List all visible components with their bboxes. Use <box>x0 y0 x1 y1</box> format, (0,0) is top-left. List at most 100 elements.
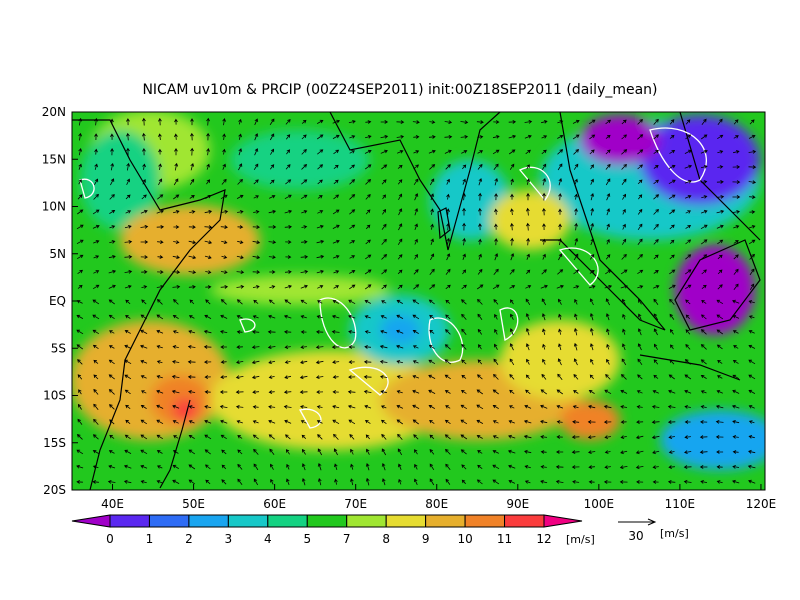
lon-label: 80E <box>425 497 448 511</box>
wind-arrow <box>173 299 179 305</box>
wind-arrow <box>732 359 739 364</box>
wind-arrow <box>461 464 467 470</box>
wind-arrow <box>414 208 419 216</box>
colorbar-label: 4 <box>264 532 272 546</box>
wind-arrow <box>156 314 164 320</box>
wind-arrow <box>525 149 531 155</box>
wind-arrow <box>93 359 99 364</box>
wind-arrow <box>253 478 259 486</box>
wind-arrow <box>398 208 403 216</box>
wind-arrow <box>333 448 338 456</box>
wind-arrow <box>555 450 564 454</box>
wind-arrow <box>590 178 594 185</box>
wind-arrow <box>331 345 340 349</box>
wind-arrow <box>236 315 243 319</box>
wind-arrow <box>684 389 692 394</box>
wind-arrow <box>317 448 323 456</box>
wind-arrow <box>156 465 163 469</box>
wind-arrow <box>172 255 180 259</box>
wind-arrow <box>124 449 132 454</box>
wind-arrow <box>717 118 723 125</box>
wind-arrow <box>221 255 228 259</box>
wind-arrow <box>557 269 564 275</box>
wind-arrow <box>187 345 196 349</box>
coastlines <box>72 112 761 490</box>
wind-arrow <box>525 327 530 336</box>
wind-arrow <box>446 208 450 216</box>
wind-arrow <box>220 209 229 214</box>
wind-arrow <box>445 284 451 290</box>
reference-arrow-head <box>647 518 657 526</box>
wind-field <box>72 112 765 490</box>
lon-label: 60E <box>263 497 286 511</box>
wind-arrow <box>204 419 212 424</box>
wind-arrow <box>334 463 338 471</box>
wind-arrow <box>284 225 292 229</box>
wind-arrow <box>92 284 100 290</box>
wind-arrow <box>236 255 244 260</box>
wind-arrow <box>462 178 466 185</box>
wind-arrow <box>637 285 644 289</box>
wind-arrow <box>572 480 580 484</box>
wind-arrow <box>541 135 548 139</box>
wind-arrow <box>348 299 356 305</box>
colorbar-label: 11 <box>497 532 512 546</box>
wind-arrow <box>540 404 548 409</box>
wind-arrow <box>236 284 245 289</box>
wind-arrow <box>748 344 756 349</box>
wind-arrow <box>92 480 99 484</box>
wind-arrow <box>92 434 99 440</box>
wind-arrow <box>238 133 242 140</box>
wind-arrow <box>172 345 179 349</box>
wind-arrow <box>317 285 324 289</box>
wind-arrow <box>635 465 644 470</box>
wind-arrow <box>605 374 611 380</box>
wind-arrow <box>557 149 564 155</box>
wind-arrow <box>446 193 450 200</box>
wind-arrow <box>206 163 210 170</box>
wind-arrow <box>396 360 404 364</box>
lon-label: 120E <box>746 497 777 511</box>
wind-arrow <box>171 374 180 379</box>
wind-arrow <box>444 120 453 124</box>
wind-arrow <box>398 463 402 470</box>
wind-arrow <box>542 328 546 336</box>
wind-arrow <box>251 375 260 380</box>
wind-arrow <box>251 345 260 349</box>
wind-arrow <box>444 390 451 394</box>
wind-arrow <box>188 225 196 229</box>
wind-arrow <box>653 313 659 321</box>
wind-arrow <box>413 269 419 275</box>
wind-arrow <box>380 375 388 379</box>
wind-arrow <box>572 405 579 409</box>
wind-arrow <box>684 450 692 454</box>
wind-arrow <box>379 359 388 364</box>
wind-arrow <box>684 284 692 290</box>
wind-arrow <box>749 283 755 291</box>
wind-arrow <box>124 389 131 395</box>
wind-arrow <box>238 148 243 156</box>
wind-arrow <box>124 344 132 349</box>
wind-arrow <box>188 390 196 394</box>
wind-arrow <box>651 420 660 424</box>
wind-arrow <box>701 314 707 320</box>
wind-arrow <box>461 328 467 335</box>
wind-arrow <box>413 164 420 170</box>
speed-shading <box>72 112 765 470</box>
wind-arrow <box>477 163 483 170</box>
wind-arrow <box>715 420 724 424</box>
wind-arrow <box>365 209 371 215</box>
wind-arrow <box>269 195 276 199</box>
wind-arrow <box>252 285 260 289</box>
wind-arrow <box>573 269 580 275</box>
wind-arrow <box>462 253 466 260</box>
wind-arrow <box>684 164 693 169</box>
wind-arrow <box>621 178 627 185</box>
wind-arrow <box>141 194 147 200</box>
wind-arrow <box>140 255 148 259</box>
wind-arrow <box>380 134 389 139</box>
wind-arrow <box>509 389 515 395</box>
wind-arrow <box>509 343 514 351</box>
wind-arrow <box>446 178 450 185</box>
wind-arrow <box>526 358 530 365</box>
